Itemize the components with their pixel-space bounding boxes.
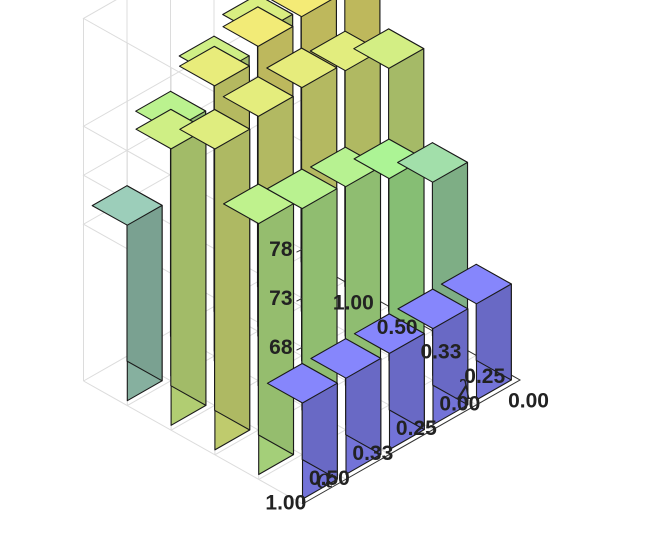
bar-alpha-1.00-lambda-0.25 bbox=[223, 183, 295, 476]
z-tick-label: 78 bbox=[269, 238, 293, 261]
labels-layer: 0.000.250.330.501.000.000.250.330.501.00… bbox=[265, 238, 549, 514]
bar-face-top bbox=[310, 338, 382, 379]
bar-face-top bbox=[222, 76, 294, 117]
bar-face-top bbox=[91, 185, 163, 226]
bar-alpha-0.25-lambda-0.00 bbox=[397, 288, 469, 426]
lambda-tick-label: 0.33 bbox=[421, 341, 462, 364]
lambda-tick-label: 1.00 bbox=[333, 291, 374, 314]
z-tick-mark bbox=[296, 346, 303, 351]
alpha-tick-label: 1.00 bbox=[265, 492, 306, 515]
bar-face-top bbox=[178, 45, 250, 87]
alpha-tick-label: 0.25 bbox=[396, 417, 437, 440]
alpha-tick-label: 0.33 bbox=[352, 442, 393, 465]
bar-face-right bbox=[170, 108, 207, 406]
bar-face-top bbox=[353, 138, 425, 180]
alpha-tick-label: 0.00 bbox=[439, 392, 480, 415]
lambda-tick-label: 0.00 bbox=[508, 390, 549, 413]
bar-face-top bbox=[397, 288, 469, 330]
bar-face-top bbox=[135, 108, 207, 150]
alpha-tick-label: 0.50 bbox=[309, 467, 350, 490]
bar-face-top bbox=[179, 108, 251, 150]
z-tick-label: 73 bbox=[269, 287, 292, 310]
bar-alpha-1.00-lambda-1.00 bbox=[91, 185, 163, 402]
grid-line-floor bbox=[83, 380, 303, 505]
bar-face-top bbox=[266, 168, 338, 210]
bar-face-top bbox=[266, 362, 338, 404]
z-tick-mark bbox=[296, 297, 303, 302]
lambda-tick-label: 0.25 bbox=[464, 365, 505, 388]
z-tick-label: 68 bbox=[269, 336, 293, 359]
bar-face-right bbox=[214, 108, 251, 431]
bar-alpha-0.33-lambda-0.00 bbox=[353, 313, 425, 451]
bar-face-top bbox=[353, 28, 425, 69]
bar-face-top bbox=[309, 30, 381, 72]
bar-alpha-0.50-lambda-0.00 bbox=[310, 338, 382, 475]
bar-alpha-1.00-lambda-0.50 bbox=[135, 108, 207, 426]
lambda-axis-label: λ bbox=[456, 376, 473, 406]
bar-face-top bbox=[270, 0, 332, 18]
bar-face-top bbox=[397, 142, 469, 183]
bar-face-top bbox=[440, 263, 512, 305]
alpha-axis-label: α bbox=[316, 465, 334, 495]
bars-layer bbox=[91, 0, 512, 500]
lambda-tick-label: 0.50 bbox=[377, 316, 418, 339]
bar-face-top bbox=[222, 6, 294, 47]
bar-alpha-0.00-lambda-0.00 bbox=[440, 263, 512, 401]
z-tick-mark bbox=[296, 248, 303, 253]
bar-face-top bbox=[310, 146, 382, 188]
bar-face-top bbox=[266, 47, 338, 89]
bar-face-top bbox=[353, 313, 425, 354]
bar-face-right bbox=[257, 183, 295, 456]
bar-alpha-1.00-lambda-0.00 bbox=[266, 362, 338, 500]
